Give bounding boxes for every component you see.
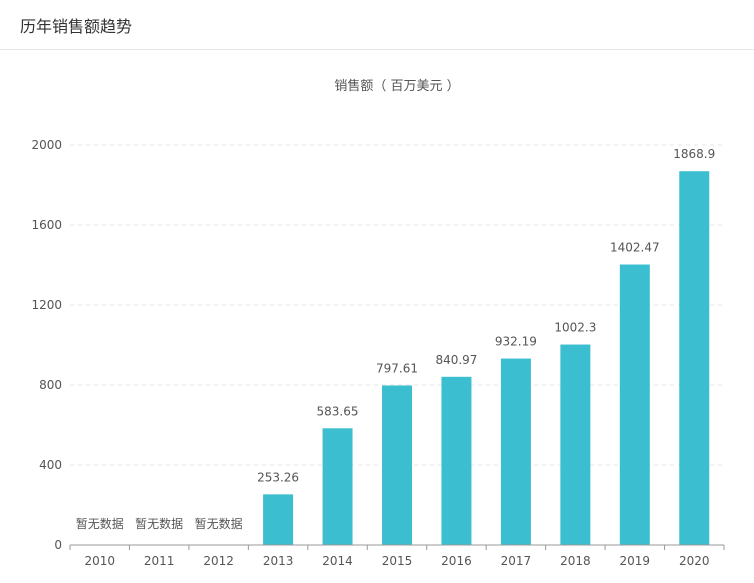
data-label: 797.61 — [376, 361, 418, 375]
x-tick-label: 2014 — [322, 554, 353, 568]
y-tick-label: 800 — [39, 378, 62, 392]
bar-2020[interactable] — [679, 171, 710, 545]
y-tick-label: 2000 — [31, 138, 62, 152]
data-label: 1002.3 — [554, 321, 596, 335]
bar-2014[interactable] — [322, 428, 353, 545]
no-data-label: 暂无数据 — [135, 516, 183, 531]
y-axis-ticks: 0 400 800 1200 1600 2000 — [31, 138, 62, 552]
bar-2018[interactable] — [560, 344, 591, 545]
bar-2015[interactable] — [382, 385, 412, 545]
no-data-label: 暂无数据 — [195, 516, 243, 531]
x-axis: 2010 2011 2012 2013 2014 2015 2016 2017 2018 2019… — [69, 544, 725, 568]
data-label: 932.19 — [495, 335, 537, 349]
bar-2016[interactable] — [441, 376, 472, 545]
chart-header: 历年销售额趋势 — [0, 0, 754, 50]
y-axis-label: 销售额（ 百万美元 ） — [334, 78, 459, 94]
x-tick-label: 2018 — [560, 554, 591, 568]
y-tick-label: 1200 — [31, 298, 62, 312]
x-tick-label: 2017 — [501, 554, 532, 568]
y-tick-label: 1600 — [31, 218, 62, 232]
chart-area: 销售额（ 百万美元 ） 0 400 800 1200 1600 2000 暂无数据 暂无数据… — [0, 50, 754, 583]
data-label: 1868.9 — [673, 147, 715, 161]
data-label: 1402.47 — [610, 241, 660, 255]
x-tick-label: 2019 — [620, 554, 651, 568]
page-title: 历年销售额趋势 — [20, 16, 133, 36]
data-label: 840.97 — [435, 353, 477, 367]
bar-2017[interactable] — [500, 358, 531, 545]
bars — [263, 171, 710, 545]
no-data-label: 暂无数据 — [76, 516, 124, 531]
x-tick-label: 2013 — [263, 554, 294, 568]
x-tick-label: 2015 — [382, 554, 413, 568]
x-tick-label: 2011 — [144, 554, 175, 568]
x-tick-label: 2012 — [203, 554, 234, 568]
bar-2013[interactable] — [263, 494, 294, 545]
y-tick-label: 0 — [54, 538, 62, 552]
x-tick-label: 2010 — [84, 554, 115, 568]
data-label: 253.26 — [257, 470, 299, 484]
x-tick-label: 2016 — [441, 554, 472, 568]
data-label: 583.65 — [317, 404, 359, 418]
x-tick-label: 2020 — [679, 554, 710, 568]
data-labels: 暂无数据 暂无数据 暂无数据253.26583.65797.61840.97932.… — [76, 147, 716, 531]
grid-lines — [70, 144, 724, 466]
bar-2019[interactable] — [619, 264, 650, 545]
y-tick-label: 400 — [39, 458, 62, 472]
